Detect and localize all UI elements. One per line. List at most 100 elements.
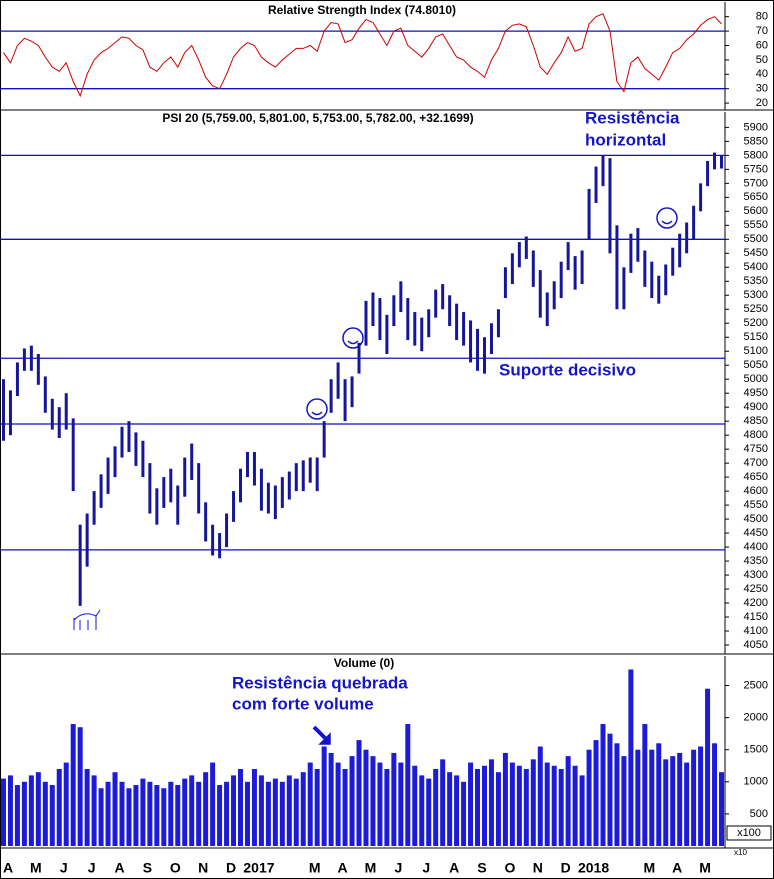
y-tick-label: 4850 [744, 415, 768, 427]
volume-bar [495, 772, 501, 846]
y-tick-label: 5900 [744, 121, 768, 133]
volume-bar [712, 743, 718, 846]
volume-bar [663, 759, 669, 846]
price-bar [280, 477, 284, 508]
price-bar [50, 398, 54, 430]
price-bar [559, 261, 563, 299]
price-bar [113, 446, 117, 478]
x-tick-label: 2018 [578, 860, 609, 876]
price-bar [462, 312, 466, 346]
volume-bar [447, 772, 453, 846]
price-bar [455, 303, 459, 341]
volume-bar [98, 788, 104, 846]
volume-bar [454, 775, 460, 846]
volume-bar [670, 756, 676, 846]
x-tick-label: O [504, 860, 515, 876]
volume-bar [419, 775, 425, 846]
price-bar [148, 463, 152, 514]
chart-title: PSI 20 (5,759.00, 5,801.00, 5,753.00, 5,… [162, 111, 473, 125]
annotation: horizontal [585, 130, 666, 149]
volume-bar [391, 752, 397, 846]
x-tick-label: A [114, 860, 124, 876]
price-bar [629, 233, 633, 273]
unit-label-small: x10 [734, 848, 747, 857]
volume-bar [509, 762, 515, 846]
volume-bar [203, 772, 209, 846]
volume-bar [84, 768, 90, 846]
price-bar [580, 250, 584, 285]
y-tick-label: 4450 [744, 527, 768, 539]
volume-bar [523, 768, 529, 846]
price-bar [22, 348, 26, 371]
price-bar [482, 337, 486, 374]
volume-bar [335, 762, 341, 846]
price-bar [336, 362, 340, 399]
volume-bar [272, 778, 278, 846]
price-bar [134, 432, 138, 466]
volume-bar [328, 752, 334, 846]
chart-title: Relative Strength Index (74.8010) [268, 3, 456, 17]
volume-bar [238, 768, 244, 846]
price-bar [259, 468, 263, 511]
price-bar [329, 379, 333, 413]
volume-bar [370, 756, 376, 846]
price-bar [218, 533, 222, 559]
volume-bar [698, 746, 704, 846]
price-bar [85, 513, 89, 567]
price-bar [287, 471, 291, 500]
volume-bar [244, 781, 250, 846]
price-bar [678, 233, 682, 268]
price-bar [15, 362, 19, 396]
y-tick-label: 2500 [744, 679, 768, 691]
price-bar [211, 524, 215, 556]
price-bar [301, 460, 305, 492]
volume-bar [433, 768, 439, 846]
volume-bar [105, 781, 111, 846]
volume-bar [154, 785, 160, 846]
volume-bar [63, 762, 69, 846]
x-tick-label: S [477, 860, 486, 876]
unit-box [726, 825, 772, 841]
y-tick-label: 5250 [744, 303, 768, 315]
price-bar [503, 267, 507, 299]
annotation: Resistência quebrada [232, 673, 408, 692]
price-bar [650, 261, 654, 299]
y-tick-label: 5100 [744, 345, 768, 357]
price-bar [350, 376, 354, 408]
volume-bar [586, 749, 592, 846]
price-bar [371, 292, 375, 327]
price-bar [587, 188, 591, 240]
price-bar [162, 477, 166, 508]
volume-bar [593, 740, 599, 846]
price-bar [141, 440, 145, 478]
y-tick-label: 4750 [744, 443, 768, 455]
y-tick-label: 5150 [744, 331, 768, 343]
price-bar [434, 289, 438, 318]
price-bar [594, 166, 598, 203]
price-bar [8, 390, 12, 436]
y-tick-label: 5300 [744, 289, 768, 301]
y-tick-label: 5850 [744, 135, 768, 147]
volume-bar [600, 724, 606, 846]
volume-bar [572, 765, 578, 846]
price-bar [120, 426, 124, 458]
price-bar [204, 502, 208, 542]
price-bar [378, 298, 382, 341]
price-bar [176, 485, 180, 525]
volume-bar [530, 759, 536, 846]
volume-bar [7, 775, 13, 846]
price-bar [524, 236, 528, 259]
volume-bar [481, 765, 487, 846]
volume-bar [175, 785, 181, 846]
volume-bar [691, 749, 697, 846]
price-bar [406, 298, 410, 341]
price-bar [266, 482, 270, 514]
volume-bar [42, 781, 48, 846]
volume-bar [168, 781, 174, 846]
price-bar [720, 155, 724, 169]
x-tick-label: D [226, 860, 236, 876]
volume-bar [551, 765, 557, 846]
y-tick-label: 4800 [744, 429, 768, 441]
y-tick-label: 4150 [744, 611, 768, 623]
x-tick-label: J [60, 860, 68, 876]
